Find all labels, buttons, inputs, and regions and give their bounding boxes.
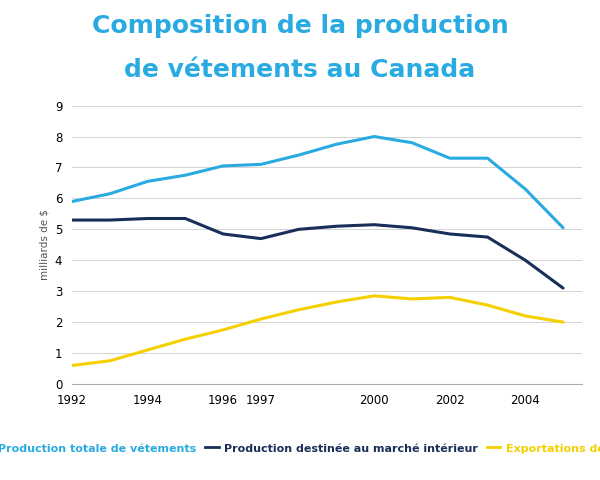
Text: de vétements au Canada: de vétements au Canada [124,58,476,82]
Y-axis label: milliards de $: milliards de $ [39,209,49,280]
Legend: Production totale de vétements, Production destinée au marché intérieur, Exporta: Production totale de vétements, Producti… [0,440,600,457]
Text: Composition de la production: Composition de la production [92,14,508,38]
